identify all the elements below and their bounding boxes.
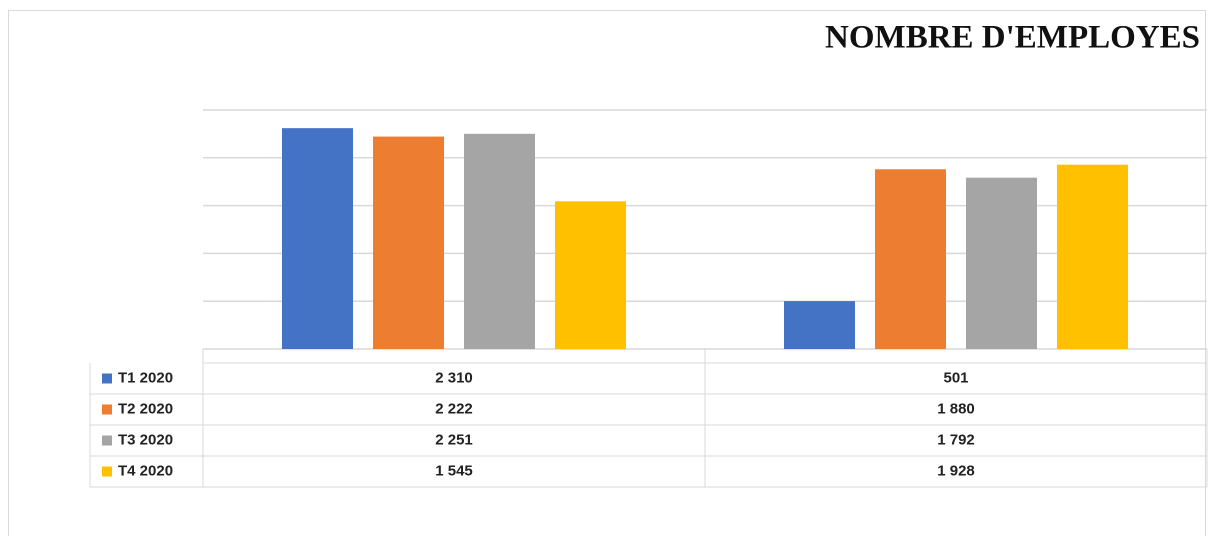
data-label: 2 310 [435,369,473,386]
legend-label: T1 2020 [118,369,173,386]
bar [875,169,946,349]
data-label: 1 928 [937,462,975,479]
bar [1057,164,1128,349]
bar [282,128,353,349]
bar [784,301,855,349]
data-label: 2 251 [435,431,473,448]
legend-swatch [102,373,112,384]
legend-swatch [102,404,112,415]
legend-label: T3 2020 [118,431,173,448]
chart-frame [8,10,1206,536]
chart-title: NOMBRE D'EMPLOYES [825,20,1200,56]
data-label: 1 545 [435,462,473,479]
bar [966,177,1037,349]
data-label: 1 792 [937,431,975,448]
bar [464,133,535,349]
legend-label: T2 2020 [118,400,173,417]
data-label: 2 222 [435,400,473,417]
legend-swatch [102,466,112,477]
bar [555,201,626,349]
data-label: 501 [943,369,968,386]
legend-swatch [102,435,112,446]
data-label: 1 880 [937,400,975,417]
legend-label: T4 2020 [118,462,173,479]
bar [373,136,444,349]
